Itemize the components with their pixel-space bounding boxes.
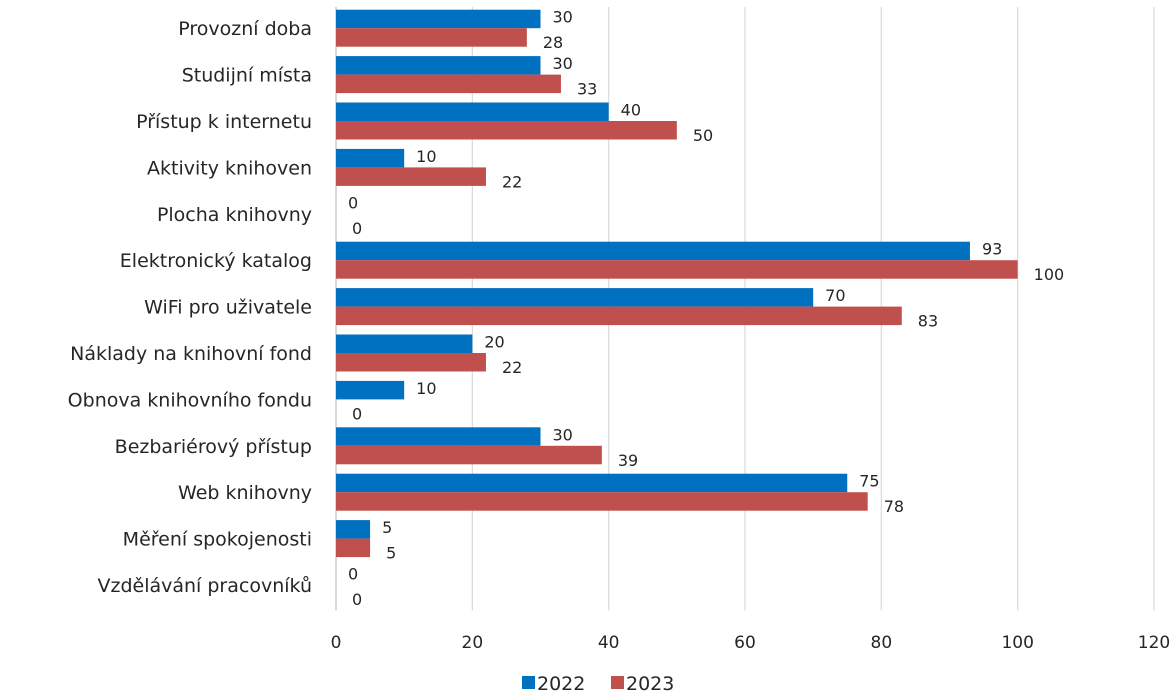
legend-swatch-2023: [611, 676, 624, 689]
bar-2023: [336, 353, 486, 372]
bar-2022: [336, 520, 371, 539]
category-label: Plocha knihovny: [157, 204, 312, 226]
data-label-2022: 0: [348, 193, 358, 212]
category-label: Bezbariérový přístup: [115, 436, 312, 458]
data-label-2023: 39: [618, 451, 638, 470]
data-label-2023: 83: [918, 312, 938, 331]
bar-2022: [336, 288, 814, 307]
bar-2022: [336, 56, 541, 75]
data-label-2022: 5: [382, 518, 392, 537]
category-label: Web knihovny: [178, 482, 312, 504]
data-label-2023: 22: [502, 358, 522, 377]
legend-swatch-2022: [522, 676, 535, 689]
x-tick-label: 80: [871, 633, 893, 653]
bar-2022: [336, 9, 541, 29]
category-labels: Provozní doba Studijní místa Přístup k int…: [68, 18, 312, 597]
x-tick-label: 100: [1001, 633, 1033, 653]
category-label: Přístup k internetu: [136, 111, 312, 133]
category-label: Vzdělávání pracovníků: [97, 575, 312, 597]
bar-2023: [336, 260, 1018, 279]
bar-2022: [336, 380, 405, 400]
data-label-2023: 5: [386, 544, 396, 563]
bar-2022: [336, 241, 970, 261]
data-label-2023: 50: [693, 126, 713, 145]
data-label-2023: 0: [352, 219, 362, 238]
x-tick-label: 120: [1138, 633, 1170, 653]
data-label-2023: 22: [502, 172, 522, 191]
category-label: WiFi pro uživatele: [144, 297, 312, 319]
x-axis-ticks: 0 20 40 60 80 100 120: [331, 633, 1171, 653]
category-label: Náklady na knihovní fond: [70, 343, 312, 365]
data-label-2022: 70: [825, 286, 845, 305]
data-label-2022: 30: [553, 425, 573, 444]
data-label-2023: 78: [884, 497, 904, 516]
bar-2023: [336, 538, 371, 558]
data-label-2022: 10: [416, 147, 436, 166]
data-label-2022: 30: [553, 8, 573, 27]
data-label-2023: 0: [352, 404, 362, 423]
data-label-2022: 40: [621, 101, 641, 120]
category-label: Aktivity knihoven: [147, 157, 312, 179]
bar-2022: [336, 473, 848, 493]
data-label-2023: 0: [352, 590, 362, 609]
bar-2023: [336, 167, 486, 186]
category-label: Elektronický katalog: [120, 250, 312, 272]
category-label: Měření spokojenosti: [123, 529, 312, 551]
x-tick-label: 0: [331, 633, 342, 653]
bar-2023: [336, 121, 677, 140]
data-label-2022: 20: [484, 333, 504, 352]
data-label-2023: 100: [1034, 265, 1065, 284]
bar-2023: [336, 445, 602, 465]
category-label: Obnova knihovního fondu: [68, 389, 312, 411]
bar-2022: [336, 148, 405, 168]
data-labels: 3028303340501022009310070832022100303975…: [348, 8, 1064, 609]
category-label: Provozní doba: [178, 18, 312, 40]
bar-2023: [336, 492, 868, 511]
legend-label-2023: 2023: [626, 673, 674, 695]
bar-2022: [336, 427, 541, 446]
data-label-2023: 28: [543, 33, 563, 52]
data-label-2022: 30: [553, 54, 573, 73]
bar-2023: [336, 306, 902, 326]
bars: [336, 9, 1018, 558]
bar-2022: [336, 334, 473, 353]
legend: 2022 2023: [522, 673, 674, 695]
data-label-2022: 93: [982, 240, 1002, 259]
x-tick-label: 20: [462, 633, 484, 653]
bar-2022: [336, 102, 609, 121]
legend-label-2022: 2022: [537, 673, 585, 695]
data-label-2022: 0: [348, 565, 358, 584]
bar-2023: [336, 74, 561, 94]
data-label-2022: 10: [416, 379, 436, 398]
bar-2023: [336, 28, 527, 47]
data-label-2022: 75: [859, 472, 879, 491]
x-tick-label: 60: [734, 633, 756, 653]
x-tick-label: 40: [598, 633, 620, 653]
data-label-2023: 33: [577, 80, 597, 99]
category-label: Studijní místa: [182, 65, 312, 87]
